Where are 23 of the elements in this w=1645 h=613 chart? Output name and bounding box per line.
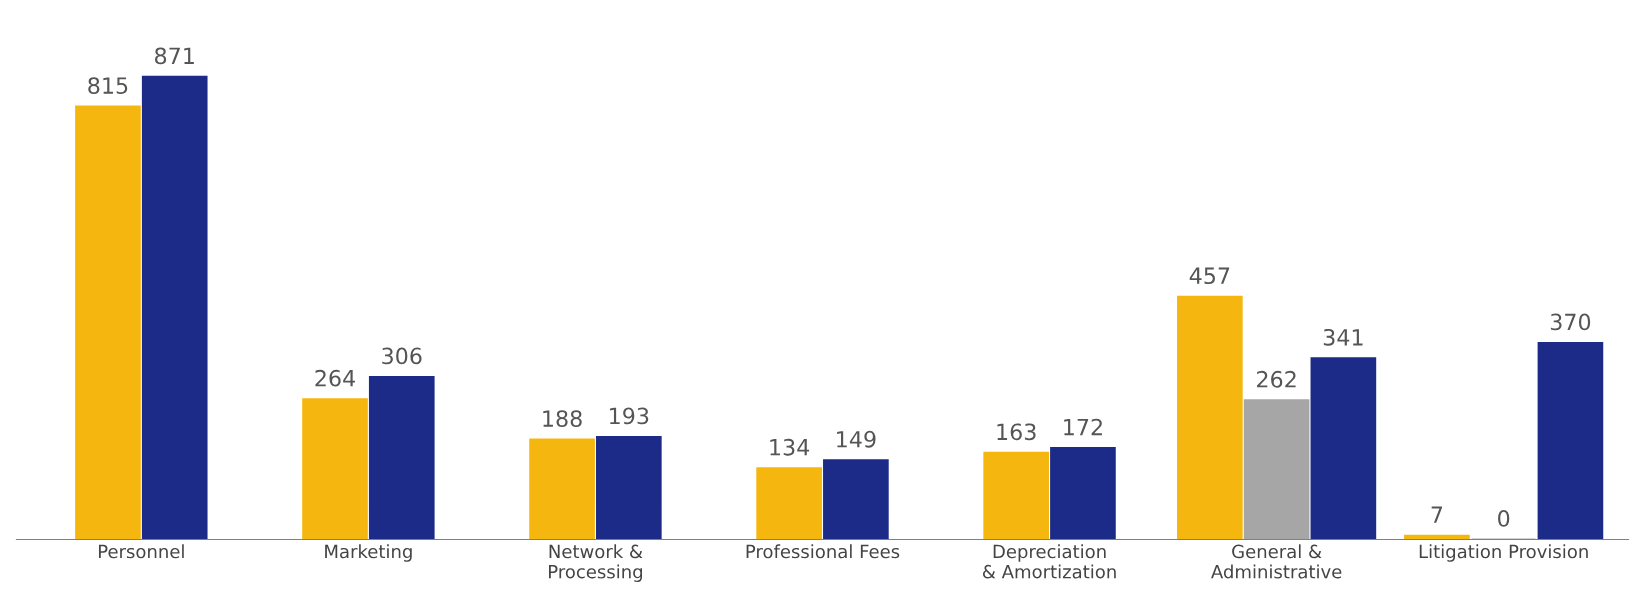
data-label: 193	[610, 407, 649, 425]
data-label: 0	[1498, 509, 1510, 527]
data-label: 341	[1323, 328, 1363, 346]
data-label: 815	[88, 77, 128, 94]
x-tick-label: Professional Fees	[746, 544, 900, 559]
data-label: 264	[315, 369, 355, 387]
data-label: 149	[837, 430, 876, 448]
data-label: 370	[1550, 313, 1591, 331]
x-tick-label: General & Administrative	[1211, 544, 1342, 579]
data-label: 172	[1064, 418, 1102, 436]
data-label: 457	[1189, 267, 1230, 285]
x-tick-label: Depreciation & Amortization	[982, 544, 1116, 579]
x-tick-label: Litigation Provision	[1419, 544, 1588, 562]
x-tick-label: Personnel	[98, 544, 184, 559]
data-label: 7	[1431, 506, 1443, 523]
data-label: 188	[543, 410, 582, 427]
x-tick-label: Marketing	[325, 544, 412, 562]
data-label: 306	[382, 347, 422, 365]
data-label: 134	[770, 438, 810, 456]
data-label: 871	[155, 47, 194, 65]
data-label: 262	[1257, 370, 1296, 388]
x-tick-label: Network & Processing	[549, 544, 643, 582]
data-label: 163	[997, 423, 1036, 441]
